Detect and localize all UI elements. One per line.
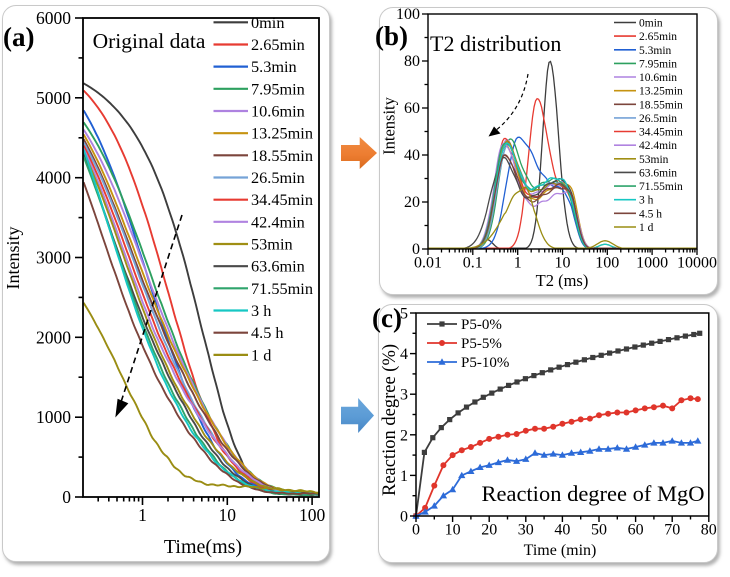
svg-text:Time (min): Time (min) <box>524 542 597 559</box>
svg-text:63.6min: 63.6min <box>639 167 677 179</box>
svg-text:30: 30 <box>518 522 534 539</box>
svg-text:100: 100 <box>396 8 420 23</box>
svg-text:T2 (ms): T2 (ms) <box>536 271 589 290</box>
svg-text:20: 20 <box>404 194 420 211</box>
svg-text:6000: 6000 <box>36 8 71 28</box>
svg-text:100: 100 <box>595 255 619 272</box>
svg-text:4.5 h: 4.5 h <box>639 208 662 220</box>
svg-text:18.55min: 18.55min <box>639 99 683 111</box>
svg-text:0: 0 <box>412 522 420 539</box>
svg-text:0: 0 <box>400 509 408 526</box>
svg-text:10: 10 <box>445 522 461 539</box>
svg-text:2.65min: 2.65min <box>251 35 305 54</box>
svg-text:1 d: 1 d <box>639 222 654 234</box>
svg-text:0min: 0min <box>251 13 284 32</box>
svg-text:70: 70 <box>664 522 680 539</box>
svg-text:5000: 5000 <box>36 88 71 108</box>
svg-text:2000: 2000 <box>36 327 71 347</box>
svg-text:1 d: 1 d <box>251 345 271 364</box>
svg-text:4.5 h: 4.5 h <box>251 323 284 342</box>
svg-text:2.65min: 2.65min <box>639 31 677 43</box>
svg-text:42.4min: 42.4min <box>639 140 677 152</box>
svg-text:T2 distribution: T2 distribution <box>430 31 561 56</box>
svg-text:Intensity: Intensity <box>380 96 399 154</box>
svg-text:10.6min: 10.6min <box>639 72 677 84</box>
svg-text:7.95min: 7.95min <box>639 58 677 70</box>
svg-text:10: 10 <box>555 255 571 272</box>
svg-text:2: 2 <box>400 427 408 444</box>
svg-text:1000: 1000 <box>36 407 71 427</box>
svg-text:3 h: 3 h <box>639 195 654 207</box>
svg-text:40: 40 <box>554 522 570 539</box>
svg-text:Original data: Original data <box>93 29 206 53</box>
svg-text:80: 80 <box>701 522 717 539</box>
svg-text:Time(ms): Time(ms) <box>164 536 242 558</box>
svg-text:Reaction degree (%): Reaction degree (%) <box>380 344 400 496</box>
svg-text:50: 50 <box>591 522 607 539</box>
svg-text:71.55min: 71.55min <box>251 279 313 298</box>
svg-text:71.55min: 71.55min <box>639 181 683 193</box>
svg-text:5.3min: 5.3min <box>639 45 672 57</box>
svg-text:7.95min: 7.95min <box>251 79 305 98</box>
svg-text:P5-5%: P5-5% <box>461 336 502 352</box>
svg-text:53min: 53min <box>639 154 669 166</box>
svg-text:100: 100 <box>299 505 326 525</box>
svg-text:63.6min: 63.6min <box>251 257 305 276</box>
svg-text:26.5min: 26.5min <box>639 113 677 125</box>
svg-text:1: 1 <box>400 468 408 485</box>
svg-text:10: 10 <box>219 505 237 525</box>
svg-text:42.4min: 42.4min <box>251 212 305 231</box>
svg-text:3: 3 <box>400 387 408 404</box>
svg-text:0.1: 0.1 <box>463 255 483 272</box>
svg-text:20: 20 <box>481 522 497 539</box>
svg-text:53min: 53min <box>251 235 293 254</box>
svg-text:P5-0%: P5-0% <box>461 317 502 333</box>
svg-text:26.5min: 26.5min <box>251 168 305 187</box>
svg-text:P5-10%: P5-10% <box>461 355 509 371</box>
svg-text:Reaction degree of MgO: Reaction degree of MgO <box>481 481 704 506</box>
svg-text:34.45min: 34.45min <box>639 127 683 139</box>
svg-text:10.6min: 10.6min <box>251 102 305 121</box>
svg-text:18.55min: 18.55min <box>251 146 313 165</box>
svg-text:0min: 0min <box>639 18 663 30</box>
svg-text:1: 1 <box>138 505 147 525</box>
svg-text:0.01: 0.01 <box>414 255 442 272</box>
svg-text:80: 80 <box>404 53 420 70</box>
svg-text:34.45min: 34.45min <box>251 190 313 209</box>
svg-text:0: 0 <box>412 241 420 258</box>
svg-text:5.3min: 5.3min <box>251 57 297 76</box>
svg-text:13.25min: 13.25min <box>639 86 683 98</box>
svg-text:4: 4 <box>400 346 408 363</box>
svg-text:1: 1 <box>514 255 522 272</box>
svg-text:0: 0 <box>62 487 71 507</box>
svg-text:3000: 3000 <box>36 248 71 268</box>
svg-text:10000: 10000 <box>677 255 717 272</box>
svg-text:3 h: 3 h <box>251 301 271 320</box>
svg-text:5: 5 <box>400 306 408 323</box>
svg-text:13.25min: 13.25min <box>251 124 313 143</box>
svg-text:40: 40 <box>404 147 420 164</box>
svg-text:1000: 1000 <box>636 255 668 272</box>
svg-text:60: 60 <box>628 522 644 539</box>
svg-text:4000: 4000 <box>36 168 71 188</box>
svg-text:60: 60 <box>404 100 420 117</box>
svg-text:Intensity: Intensity <box>3 227 23 290</box>
